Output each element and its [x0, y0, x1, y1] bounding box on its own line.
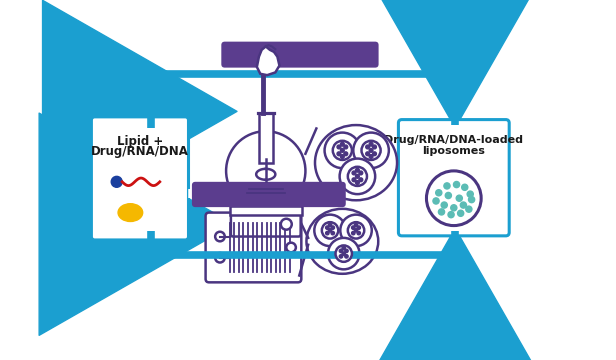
- FancyBboxPatch shape: [399, 120, 509, 236]
- Circle shape: [362, 141, 381, 160]
- Circle shape: [281, 219, 292, 230]
- Circle shape: [326, 226, 329, 229]
- Circle shape: [331, 226, 334, 229]
- Circle shape: [339, 255, 342, 258]
- Circle shape: [286, 243, 296, 252]
- Circle shape: [451, 205, 457, 211]
- Circle shape: [458, 210, 464, 216]
- Circle shape: [340, 215, 371, 246]
- Circle shape: [359, 178, 363, 182]
- Circle shape: [328, 229, 332, 232]
- Circle shape: [453, 181, 460, 188]
- FancyBboxPatch shape: [192, 182, 346, 207]
- Circle shape: [325, 132, 360, 168]
- Circle shape: [461, 184, 468, 190]
- Circle shape: [436, 190, 442, 196]
- Circle shape: [369, 148, 373, 152]
- Circle shape: [328, 223, 332, 226]
- Ellipse shape: [306, 209, 378, 274]
- Circle shape: [215, 253, 225, 262]
- Circle shape: [355, 181, 359, 184]
- Circle shape: [339, 249, 342, 253]
- Circle shape: [366, 145, 370, 149]
- Circle shape: [336, 246, 352, 262]
- Circle shape: [444, 183, 450, 189]
- Circle shape: [333, 141, 352, 160]
- Circle shape: [345, 255, 348, 258]
- Circle shape: [355, 168, 359, 172]
- Circle shape: [352, 171, 356, 175]
- Circle shape: [460, 202, 466, 208]
- Circle shape: [466, 206, 472, 212]
- Text: Microfluidics Protocol: Microfluidics Protocol: [187, 188, 351, 201]
- Circle shape: [467, 191, 473, 197]
- Circle shape: [448, 212, 454, 218]
- Circle shape: [355, 175, 359, 178]
- FancyBboxPatch shape: [91, 117, 188, 240]
- Circle shape: [339, 158, 375, 194]
- FancyBboxPatch shape: [231, 212, 301, 237]
- Circle shape: [341, 148, 344, 152]
- Circle shape: [369, 142, 373, 146]
- Circle shape: [426, 171, 481, 226]
- Circle shape: [352, 231, 355, 235]
- Ellipse shape: [315, 125, 397, 200]
- Circle shape: [328, 238, 360, 269]
- Circle shape: [341, 142, 344, 146]
- Text: liposomes: liposomes: [423, 145, 485, 156]
- Circle shape: [326, 231, 329, 235]
- Circle shape: [441, 202, 447, 208]
- Circle shape: [348, 167, 367, 186]
- Circle shape: [469, 197, 475, 203]
- Circle shape: [354, 132, 389, 168]
- Circle shape: [314, 215, 346, 246]
- Circle shape: [344, 152, 347, 156]
- Circle shape: [439, 209, 445, 215]
- Circle shape: [352, 226, 355, 229]
- FancyBboxPatch shape: [221, 42, 379, 68]
- Circle shape: [344, 145, 347, 149]
- Circle shape: [342, 247, 346, 250]
- Text: Lipid +: Lipid +: [117, 135, 163, 148]
- Circle shape: [369, 154, 373, 158]
- Circle shape: [342, 252, 346, 255]
- Ellipse shape: [118, 204, 143, 221]
- Circle shape: [348, 222, 364, 239]
- Circle shape: [357, 226, 360, 229]
- Circle shape: [373, 145, 376, 149]
- Text: Film/Extrusion Protocol: Film/Extrusion Protocol: [212, 48, 387, 61]
- Circle shape: [331, 231, 334, 235]
- FancyBboxPatch shape: [259, 113, 273, 163]
- Circle shape: [354, 229, 358, 232]
- Circle shape: [366, 152, 370, 156]
- Circle shape: [359, 171, 363, 175]
- Circle shape: [337, 145, 341, 149]
- Circle shape: [373, 152, 376, 156]
- Circle shape: [352, 178, 356, 182]
- Circle shape: [341, 154, 344, 158]
- Text: Drug/RNA/DNA-loaded: Drug/RNA/DNA-loaded: [384, 135, 524, 145]
- Circle shape: [445, 193, 452, 199]
- Circle shape: [354, 223, 358, 226]
- Circle shape: [111, 176, 122, 187]
- FancyBboxPatch shape: [230, 206, 302, 215]
- Circle shape: [322, 222, 338, 239]
- Polygon shape: [257, 46, 280, 75]
- Circle shape: [226, 131, 306, 211]
- Circle shape: [337, 152, 341, 156]
- Circle shape: [215, 232, 225, 241]
- FancyBboxPatch shape: [206, 213, 301, 282]
- Circle shape: [456, 195, 463, 201]
- Circle shape: [345, 249, 348, 253]
- Text: Drug/RNA/DNA: Drug/RNA/DNA: [91, 145, 189, 158]
- Circle shape: [357, 231, 360, 235]
- Circle shape: [433, 198, 439, 204]
